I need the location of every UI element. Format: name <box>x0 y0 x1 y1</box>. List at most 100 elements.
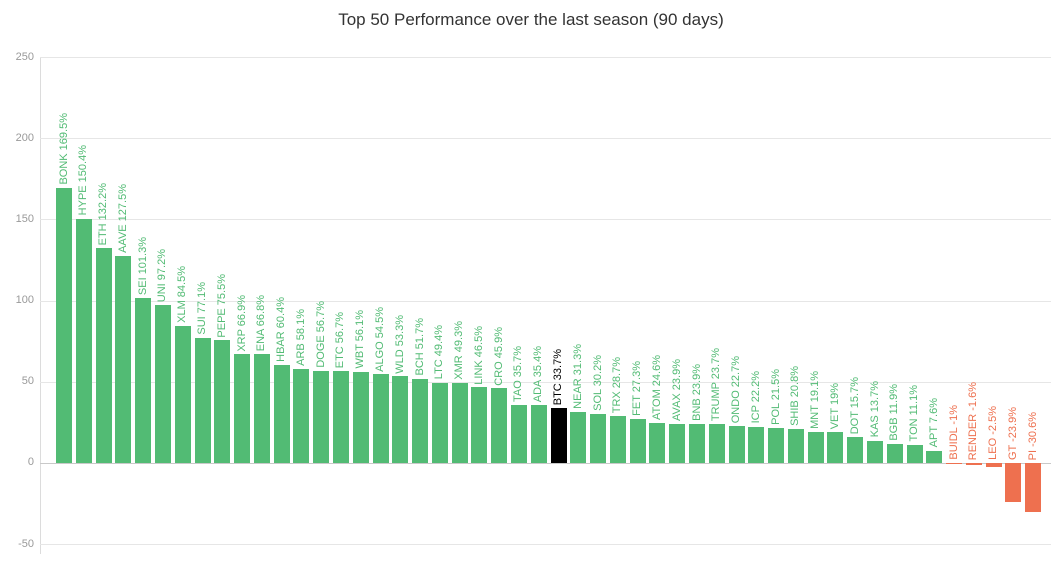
bar-label-XLM: XLM 84.5% <box>176 265 189 323</box>
bar-HYPE[interactable] <box>75 218 92 463</box>
bar-label-HBAR: HBAR 60.4% <box>275 297 288 362</box>
bar-GT[interactable] <box>1005 462 1022 502</box>
gridline-150 <box>40 219 1051 221</box>
bar-label-BCH: BCH 51.7% <box>413 318 426 376</box>
bar-label-UNI: UNI 97.2% <box>156 248 169 302</box>
bar-label-BUIDL: BUIDL -1% <box>947 405 960 460</box>
bar-LTC[interactable] <box>431 382 448 463</box>
bar-label-BTC: BTC 33.7% <box>552 348 564 406</box>
bar-WLD[interactable] <box>392 376 409 463</box>
bar-XRP[interactable] <box>234 354 250 463</box>
bar-LINK[interactable] <box>471 387 488 463</box>
bar-ATOM[interactable] <box>649 422 666 463</box>
gridline-50 <box>40 381 1051 383</box>
bar-label-DOGE: DOGE 56.7% <box>314 301 327 368</box>
bar-label-TRUMP: TRUMP 23.7% <box>710 348 723 422</box>
bar-label-MNT: MNT 19.1% <box>809 370 822 429</box>
bar-APT[interactable] <box>926 450 943 463</box>
bar-AAVE[interactable] <box>115 255 132 463</box>
chart-title: Top 50 Performance over the last season … <box>338 10 724 29</box>
bar-RENDER[interactable] <box>965 462 982 466</box>
bar-LEO[interactable] <box>985 462 1002 467</box>
bar-ETC[interactable] <box>332 370 349 463</box>
bar-label-ENA: ENA 66.8% <box>255 295 268 352</box>
bar-label-SEI: SEI 101.3% <box>136 237 149 296</box>
bar-ONDO[interactable] <box>728 426 745 463</box>
bar-label-PI: PI -30.6% <box>1026 411 1039 460</box>
bar-DOGE[interactable] <box>313 370 330 463</box>
bar-ARB[interactable] <box>293 368 310 463</box>
bar-BNB[interactable] <box>689 424 705 463</box>
bar-ICP[interactable] <box>748 426 765 463</box>
bar-POL[interactable] <box>768 427 785 463</box>
bar-ADA[interactable] <box>530 405 547 463</box>
bar-label-ONDO: ONDO 22.7% <box>730 355 742 423</box>
bar-label-TON: TON 11.1% <box>908 385 920 442</box>
bar-ENA[interactable] <box>253 354 270 463</box>
bar-DOT[interactable] <box>847 437 864 463</box>
bar-label-GT: GT -23.9% <box>1006 406 1019 460</box>
bar-NEAR[interactable] <box>570 412 587 463</box>
bar-SUI[interactable] <box>194 337 211 463</box>
bar-label-BNB: BNB 23.9% <box>690 364 703 421</box>
gridline--50 <box>40 544 1051 545</box>
bar-HBAR[interactable] <box>273 364 290 463</box>
bar-label-LTC: LTC 49.4% <box>433 325 446 380</box>
bar-MNT[interactable] <box>807 431 824 463</box>
bar-label-AAVE: AAVE 127.5% <box>116 184 129 253</box>
bar-label-BONK: BONK 169.5% <box>57 113 70 185</box>
bar-XLM[interactable] <box>174 325 191 463</box>
y-tick-label-200: 200 <box>15 131 34 144</box>
bar-label-SUI: SUI 77.1% <box>196 282 208 335</box>
bar-label-BGB: BGB 11.9% <box>888 383 901 441</box>
y-tick-label--50: -50 <box>18 537 34 550</box>
bar-label-SOL: SOL 30.2% <box>591 354 604 411</box>
bar-label-LEO: LEO -2.5% <box>987 406 1000 460</box>
bar-label-RENDER: RENDER -1.6% <box>967 381 980 460</box>
bar-TRX[interactable] <box>609 416 626 463</box>
bar-label-ETC: ETC 56.7% <box>334 311 347 368</box>
bar-label-ADA: ADA 35.4% <box>532 346 545 403</box>
bar-TRUMP[interactable] <box>708 424 725 463</box>
plot-area: BONK 169.5% HYPE 150.4% ETH 132.2% AAVE 127… <box>40 57 1051 554</box>
bar-ALGO[interactable] <box>372 374 389 463</box>
bar-VET[interactable] <box>827 432 844 463</box>
bar-CRO[interactable] <box>491 388 508 463</box>
gridline-200 <box>40 138 1051 140</box>
bar-label-HYPE: HYPE 150.4% <box>77 145 90 216</box>
bar-label-TRX: TRX 28.7% <box>611 356 624 414</box>
bar-label-ARB: ARB 58.1% <box>294 308 307 366</box>
bar-AVAX[interactable] <box>669 424 686 463</box>
bar-label-LINK: LINK 46.5% <box>472 325 485 385</box>
bar-BONK[interactable] <box>56 187 72 463</box>
bar-XMR[interactable] <box>451 382 468 463</box>
bar-label-CRO: CRO 45.9% <box>492 326 505 386</box>
bar-PI[interactable] <box>1025 462 1042 513</box>
bar-KAS[interactable] <box>867 440 883 463</box>
bar-label-ETH: ETH 132.2% <box>97 182 110 246</box>
bar-TAO[interactable] <box>510 404 527 463</box>
bar-label-KAS: KAS 13.7% <box>868 381 881 438</box>
bar-FET[interactable] <box>629 418 646 463</box>
bar-ETH[interactable] <box>95 248 112 463</box>
bar-label-XRP: XRP 66.9% <box>235 294 248 352</box>
bar-SOL[interactable] <box>590 413 607 463</box>
bar-UNI[interactable] <box>154 305 171 463</box>
bar-BCH[interactable] <box>412 378 428 463</box>
y-tick-label-50: 50 <box>21 375 34 388</box>
bar-label-ALGO: ALGO 54.5% <box>374 306 386 372</box>
bar-BUIDL[interactable] <box>946 462 963 465</box>
y-tick-label-150: 150 <box>15 212 34 225</box>
y-tick-label-0: 0 <box>27 456 34 469</box>
bar-label-ATOM: ATOM 24.6% <box>650 354 663 420</box>
bar-TON[interactable] <box>906 444 923 463</box>
bar-PEPE[interactable] <box>214 340 231 463</box>
bar-BGB[interactable] <box>886 443 903 463</box>
bar-BTC[interactable] <box>550 408 567 463</box>
bar-SHIB[interactable] <box>787 429 804 463</box>
bar-SEI[interactable] <box>135 298 152 463</box>
bar-WBT[interactable] <box>352 371 369 463</box>
bar-label-APT: APT 7.6% <box>927 398 940 448</box>
gridline-250 <box>40 57 1051 58</box>
